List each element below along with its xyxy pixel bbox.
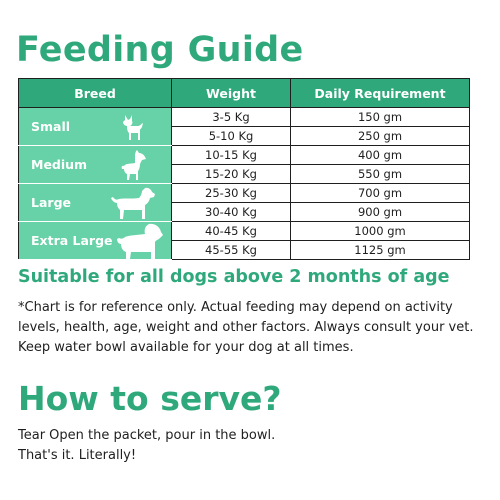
requirement-cell: 700 gm xyxy=(290,183,470,203)
page-title: Feeding Guide xyxy=(16,30,304,70)
weight-cell: 40-45 Kg xyxy=(171,221,291,241)
serve-line: Tear Open the packet, pour in the bowl. xyxy=(18,428,276,443)
header-breed: Breed xyxy=(18,78,172,108)
large-dog-icon xyxy=(111,187,155,219)
weight-cell: 15-20 Kg xyxy=(171,164,291,184)
breed-label: Medium xyxy=(31,156,88,172)
breed-cell-extra-large: Extra Large xyxy=(18,221,172,260)
age-tagline: Suitable for all dogs above 2 months of … xyxy=(18,267,450,287)
note-line: Keep water bowl available for your dog a… xyxy=(18,340,354,355)
table-header-row: Breed Weight Daily Requirement xyxy=(18,78,470,108)
weight-cell: 25-30 Kg xyxy=(171,183,291,203)
requirement-cell: 1125 gm xyxy=(290,240,470,260)
feeding-table: Breed Weight Daily Requirement Small 3-5… xyxy=(18,78,470,260)
note-line: *Chart is for reference only. Actual fee… xyxy=(18,300,453,315)
extra-large-dog-icon xyxy=(117,223,163,259)
requirement-cell: 900 gm xyxy=(290,202,470,222)
table-row: Small 3-5 Kg 150 gm xyxy=(18,107,470,146)
table-row: Medium 10-15 Kg 400 gm xyxy=(18,145,470,184)
serve-instructions: Tear Open the packet, pour in the bowl. … xyxy=(18,426,478,466)
medium-dog-icon xyxy=(121,149,146,180)
weight-cell: 3-5 Kg xyxy=(171,107,291,127)
requirement-cell: 150 gm xyxy=(290,107,470,127)
requirement-cell: 400 gm xyxy=(290,145,470,165)
header-daily-requirement: Daily Requirement xyxy=(290,78,470,108)
weight-cell: 10-15 Kg xyxy=(171,145,291,165)
weight-cell: 5-10 Kg xyxy=(171,126,291,146)
breed-label: Small xyxy=(31,118,71,134)
requirement-cell: 1000 gm xyxy=(290,221,470,241)
table-row: 45-55 Kg 1125 gm xyxy=(19,240,470,260)
requirement-cell: 550 gm xyxy=(290,164,470,184)
serve-heading: How to serve? xyxy=(18,379,282,418)
serve-line: That's it. Literally! xyxy=(18,448,137,463)
weight-cell: 45-55 Kg xyxy=(171,240,291,260)
breed-cell-large: Large xyxy=(18,183,172,222)
breed-cell-medium: Medium xyxy=(18,145,172,184)
breed-cell-small: Small xyxy=(18,107,172,146)
table-row: Extra Large 40-45 Kg 1000 gm xyxy=(18,221,470,260)
table-row: 30-40 Kg 900 gm xyxy=(19,202,470,222)
note-line: levels, health, age, weight and other fa… xyxy=(18,320,474,335)
weight-cell: 30-40 Kg xyxy=(171,202,291,222)
breed-label: Large xyxy=(31,194,71,210)
requirement-cell: 250 gm xyxy=(290,126,470,146)
table-row: Large 25-30 Kg 700 gm xyxy=(18,183,470,222)
header-weight: Weight xyxy=(171,78,291,108)
reference-note: *Chart is for reference only. Actual fee… xyxy=(18,298,488,358)
breed-label: Extra Large xyxy=(31,232,113,248)
small-dog-icon xyxy=(123,114,143,140)
